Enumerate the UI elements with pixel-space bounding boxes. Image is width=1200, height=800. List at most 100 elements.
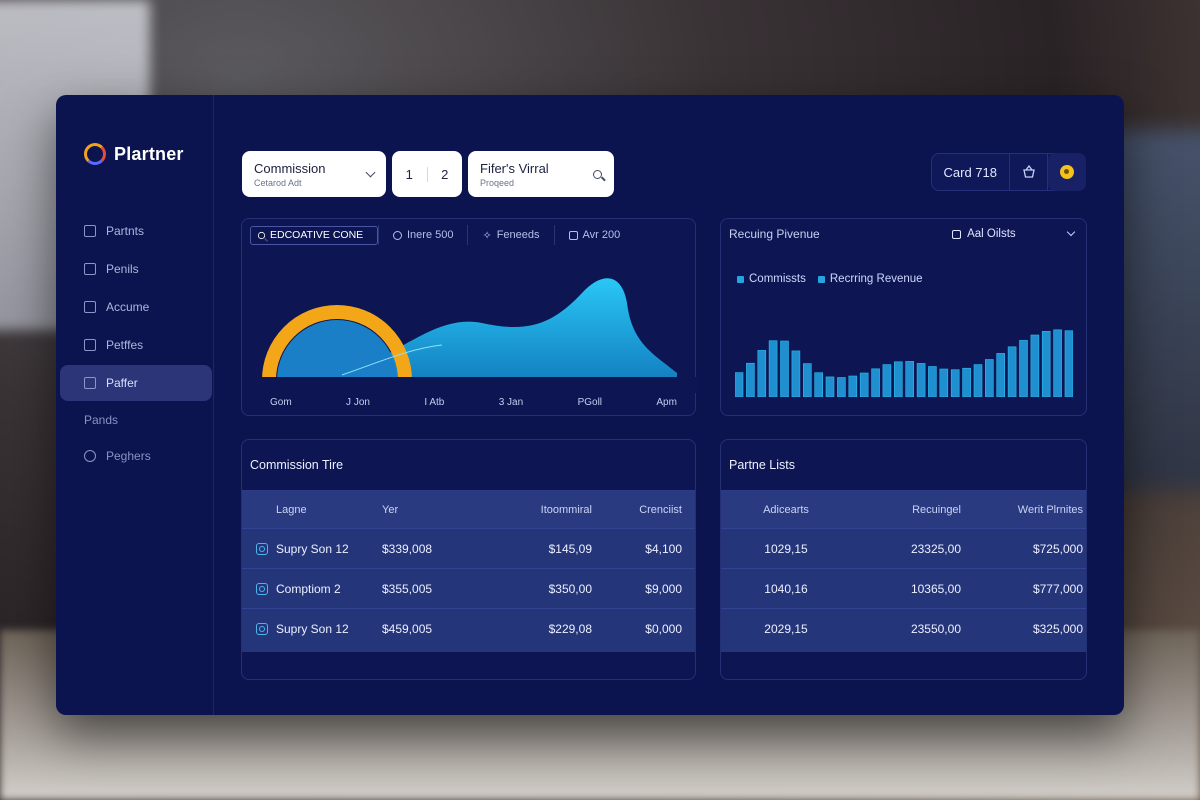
sidebar-item-label: Penils [106, 262, 139, 276]
item-icon [256, 582, 268, 595]
chevron-down-icon[interactable] [1066, 227, 1076, 237]
legend-item-commissts[interactable]: Commissts [737, 273, 806, 285]
sidebar-section-pands[interactable]: Pands [56, 403, 214, 437]
document-icon [84, 377, 96, 389]
recurring-bar [780, 340, 789, 397]
commission-table-panel: Commission Tire Lagne Yer Itoommiral Cre… [241, 439, 696, 680]
search-icon [593, 169, 602, 179]
table-header-row: Adicearts Recuingel Werit Plrnites [721, 491, 1086, 529]
column-header[interactable]: Werit Plrnites [1017, 503, 1083, 516]
recurring-bar [871, 368, 880, 397]
brand-logo-icon [84, 143, 106, 165]
table-row[interactable]: Supry Son 12 $459,005 $229,08 $0,000 [242, 609, 695, 649]
column-header[interactable]: Itoommiral [540, 503, 592, 516]
row-tier: $355,005 [382, 581, 433, 596]
puzzle-icon [84, 339, 96, 351]
table-header-row: Lagne Yer Itoommiral Crenciist [242, 491, 695, 529]
table-row[interactable]: Comptiom 2 $355,005 $350,00 $9,000 [242, 569, 695, 609]
recurring-bar [939, 368, 949, 397]
table-row[interactable]: Supry Son 12 $339,008 $145,09 $4,100 [242, 529, 695, 569]
chart-tab-inere[interactable]: Inere 500 [378, 225, 467, 245]
row-value: $725,000 [1032, 541, 1083, 556]
column-header[interactable]: Yer [382, 503, 399, 516]
recurring-bar [768, 340, 778, 397]
recurring-bar [962, 367, 971, 397]
recurring-bar [825, 376, 835, 397]
pager: 1 2 [392, 151, 462, 197]
table-row[interactable]: 2029,15 23550,00 $325,000 [721, 609, 1086, 649]
legend-item-recurring[interactable]: Recrring Revenue [817, 273, 923, 285]
commission-select[interactable]: Commission Cetarod Adt [242, 151, 386, 197]
row-nominal: $145,09 [548, 541, 592, 556]
filter-search[interactable]: Fifer's Virral Proqeed [468, 151, 614, 197]
recurring-bar [814, 372, 823, 397]
main-chart-panel: EDCOATIVE CONE Inere 500 ✧ Feneeds Avr 2… [241, 218, 697, 416]
notification-button[interactable] [1048, 153, 1086, 191]
row-value: $777,000 [1032, 581, 1083, 596]
page-2-button[interactable]: 2 [426, 166, 463, 182]
row-nominal: $229,08 [548, 622, 592, 636]
chart-tab-label: Feneeds [496, 229, 540, 241]
recurring-filter-select[interactable]: Aal Oilsts [952, 228, 1016, 240]
basket-icon[interactable] [1009, 153, 1047, 191]
column-header[interactable]: Adicearts [763, 503, 809, 516]
x-tick-label: Apm [656, 397, 677, 408]
brand[interactable]: Plartner [84, 143, 184, 165]
sidebar-item-label: Paffer [106, 376, 138, 390]
x-tick-label: PGoll [577, 397, 603, 408]
main-area-chart [242, 278, 697, 393]
chart-tab-feneeds[interactable]: ✧ Feneeds [467, 225, 553, 245]
sidebar-item-peghers[interactable]: Peghers [56, 439, 214, 473]
row-name-cell: Supry Son 12 [242, 542, 382, 556]
legend-label: Commissts [749, 273, 806, 285]
recurring-header: Recuing Pivenue Aal Oilsts [729, 227, 1076, 241]
calendar-icon [568, 230, 578, 240]
recurring-bar [837, 377, 846, 397]
commission-select-label: Commission [254, 160, 326, 176]
bell-icon [1060, 165, 1074, 179]
row-nominal: $350,00 [548, 581, 592, 596]
chevron-down-icon [365, 167, 376, 177]
page-1-button[interactable]: 1 [405, 166, 413, 182]
recurring-bar [1041, 330, 1051, 397]
x-tick-label: 3 Jan [498, 397, 524, 408]
sidebar-item-petffes[interactable]: Petffes [56, 327, 214, 363]
recurring-bar [882, 364, 892, 397]
recurring-bar [894, 361, 903, 397]
recurring-bar [803, 363, 812, 397]
sidebar-item-penils[interactable]: Penils [56, 251, 214, 287]
x-tick-label: J Jon [346, 397, 370, 408]
column-header[interactable]: Recuingel [912, 503, 961, 516]
chart-tab-label: Inere 500 [407, 229, 454, 241]
recurring-bars [735, 329, 1073, 397]
card-label[interactable]: Card 718 [943, 164, 997, 180]
gear-icon [393, 230, 402, 240]
chart-search[interactable]: EDCOATIVE CONE [250, 225, 378, 245]
row-value: 23550,00 [910, 622, 961, 636]
row-value: 1040,16 [764, 581, 808, 596]
row-value: 23325,00 [910, 541, 961, 556]
chart-tab-avr[interactable]: Avr 200 [553, 225, 635, 245]
toolbar: Commission Cetarod Adt 1 2 Fifer's Virra… [242, 151, 614, 197]
row-value: $325,000 [1032, 622, 1083, 636]
row-tier: $339,008 [382, 541, 433, 556]
sidebar-item-label: Partnts [106, 224, 145, 238]
partner-table-title: Partne Lists [729, 458, 796, 472]
sidebar-item-paffer[interactable]: Paffer [60, 365, 212, 401]
filter-sub: Proqeed [480, 177, 515, 188]
row-value: 10365,00 [910, 581, 961, 596]
recurring-bar [757, 350, 767, 397]
table-row[interactable]: 1040,16 10365,00 $777,000 [721, 569, 1086, 609]
column-header[interactable]: Crenciist [639, 503, 682, 516]
row-credit: $0,000 [645, 622, 682, 636]
recurring-title: Recuing Pivenue [729, 227, 820, 241]
commission-select-sub: Cetarod Adt [254, 177, 302, 188]
legend-swatch [817, 275, 825, 283]
table-row[interactable]: 1029,15 23325,00 $725,000 [721, 529, 1086, 569]
sidebar-item-accume[interactable]: Accume [56, 289, 214, 325]
recurring-bar [928, 366, 937, 397]
recurring-bar [950, 369, 960, 397]
column-header[interactable]: Lagne [276, 503, 307, 516]
sidebar-item-partnts[interactable]: Partnts [56, 213, 214, 249]
recurring-bar [1053, 329, 1062, 397]
